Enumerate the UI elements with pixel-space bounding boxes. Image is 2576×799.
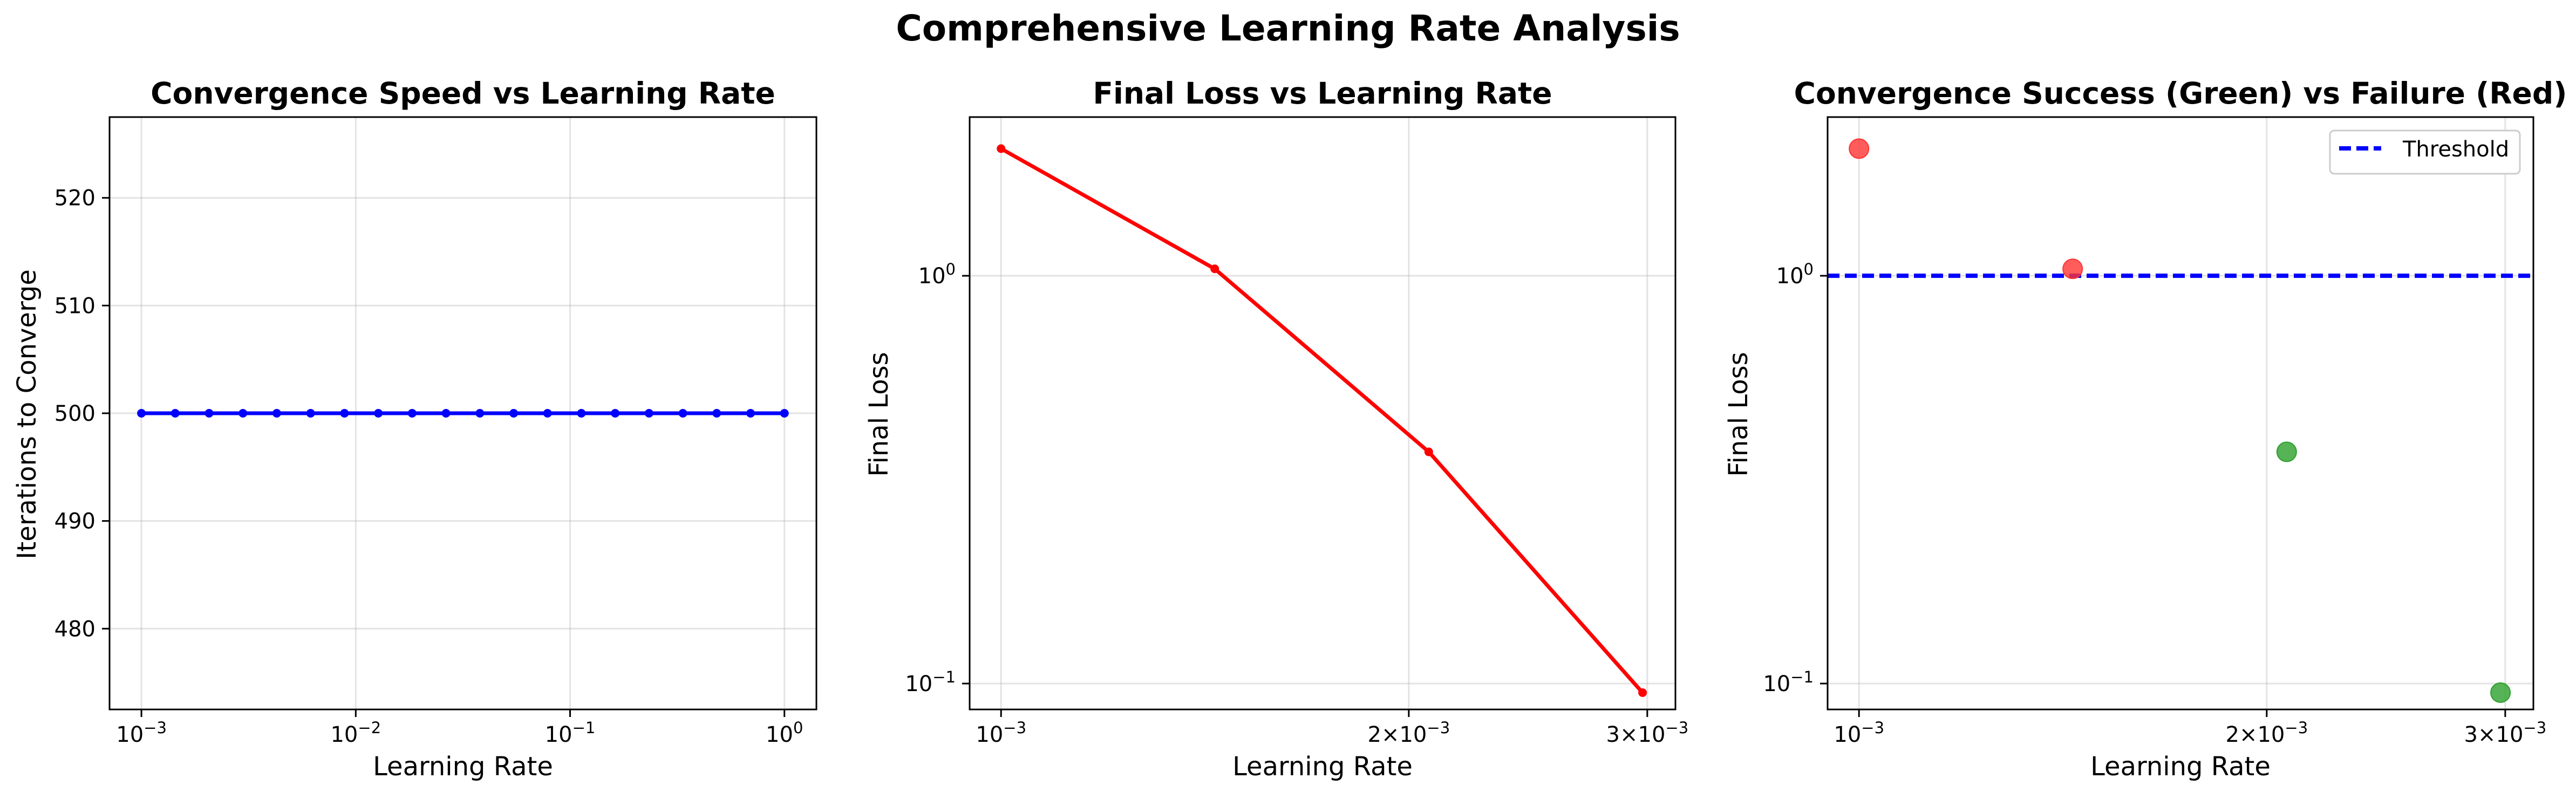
tick-label: 100: [766, 719, 803, 747]
data-point: [205, 409, 214, 418]
scatter-point: [1849, 138, 1870, 159]
tick-label: 100: [918, 260, 956, 289]
tick-label: 10−3: [116, 719, 167, 747]
convergence-speed-panel: Convergence Speed vs Learning Rate Learn…: [12, 76, 817, 782]
y-axis-label: Iterations to Converge: [12, 269, 42, 559]
tick-label: 2×10−3: [2226, 719, 2308, 747]
axes-frame: [108, 116, 817, 711]
tick-label: 100: [1776, 260, 1814, 289]
data-point: [340, 409, 349, 418]
scatter-point: [2276, 441, 2297, 462]
data-point: [746, 409, 755, 418]
data-point: [238, 409, 248, 418]
final-loss-panel: Final Loss vs Learning Rate Learning Rat…: [864, 76, 1688, 782]
axes-frame: [1827, 116, 2534, 711]
data-point: [306, 409, 315, 418]
y-axis-label: Final Loss: [1723, 352, 1754, 476]
data-point: [1638, 688, 1647, 697]
tick-label: 3×10−3: [1606, 719, 1689, 747]
panel-title: Convergence Speed vs Learning Rate: [151, 76, 775, 111]
data-point: [678, 409, 687, 418]
x-axis-label: Learning Rate: [1232, 752, 1413, 782]
tick-label: 10−1: [545, 719, 596, 747]
data-point: [780, 409, 789, 418]
convergence-success-panel: Convergence Success (Green) vs Failure (…: [1723, 76, 2567, 782]
x-axis-label: Learning Rate: [373, 752, 553, 782]
data-point: [272, 409, 281, 418]
tick-label: 10−3: [976, 719, 1026, 747]
scatter-point: [2490, 682, 2511, 703]
tick-label: 10−1: [1763, 668, 1814, 696]
data-point: [712, 409, 721, 418]
x-axis-label: Learning Rate: [2090, 752, 2271, 782]
legend-box: [2329, 129, 2521, 175]
scatter-point: [2062, 258, 2083, 279]
figure-title: Comprehensive Learning Rate Analysis: [896, 8, 1680, 49]
data-point: [441, 409, 451, 418]
data-point: [475, 409, 485, 418]
data-point: [1424, 447, 1433, 456]
panel-title: Final Loss vs Learning Rate: [1093, 76, 1552, 111]
data-point: [137, 409, 146, 418]
ticks: 10−3 10−2 10−1 100 480 490 500 510 520: [54, 186, 803, 747]
data-point: [644, 409, 653, 418]
tick-label: 10−1: [905, 668, 956, 696]
y-axis-label: Final Loss: [864, 352, 894, 476]
data-point: [543, 409, 552, 418]
tick-label: 10−3: [1834, 719, 1884, 747]
tick-label: 520: [54, 186, 96, 211]
gridlines: [970, 117, 1675, 709]
axes-frame: [969, 116, 1677, 711]
data-point: [1210, 264, 1219, 274]
series-line: [1000, 147, 1644, 694]
tick-label: 10−2: [330, 719, 381, 747]
ticks: 10−3 2×10−3 3×10−3 10−1 100: [1763, 260, 2546, 747]
data-point: [407, 409, 417, 418]
gridlines: [1828, 117, 2533, 709]
panel-title: Convergence Success (Green) vs Failure (…: [1794, 76, 2567, 111]
legend: Threshold: [2329, 129, 2521, 175]
tick-label: 500: [54, 401, 96, 426]
data-point: [577, 409, 586, 418]
tick-label: 480: [54, 617, 96, 641]
tick-label: 2×10−3: [1368, 719, 1450, 747]
tick-label: 510: [54, 293, 96, 318]
data-point: [997, 144, 1006, 153]
data-point: [611, 409, 620, 418]
data-point: [509, 409, 518, 418]
ticks: 10−3 2×10−3 3×10−3 10−1 100: [905, 260, 1688, 747]
legend-threshold-label: Threshold: [2402, 137, 2509, 162]
data-point: [171, 409, 180, 418]
data-point: [374, 409, 383, 418]
tick-label: 3×10−3: [2464, 719, 2547, 747]
tick-label: 490: [54, 509, 96, 534]
